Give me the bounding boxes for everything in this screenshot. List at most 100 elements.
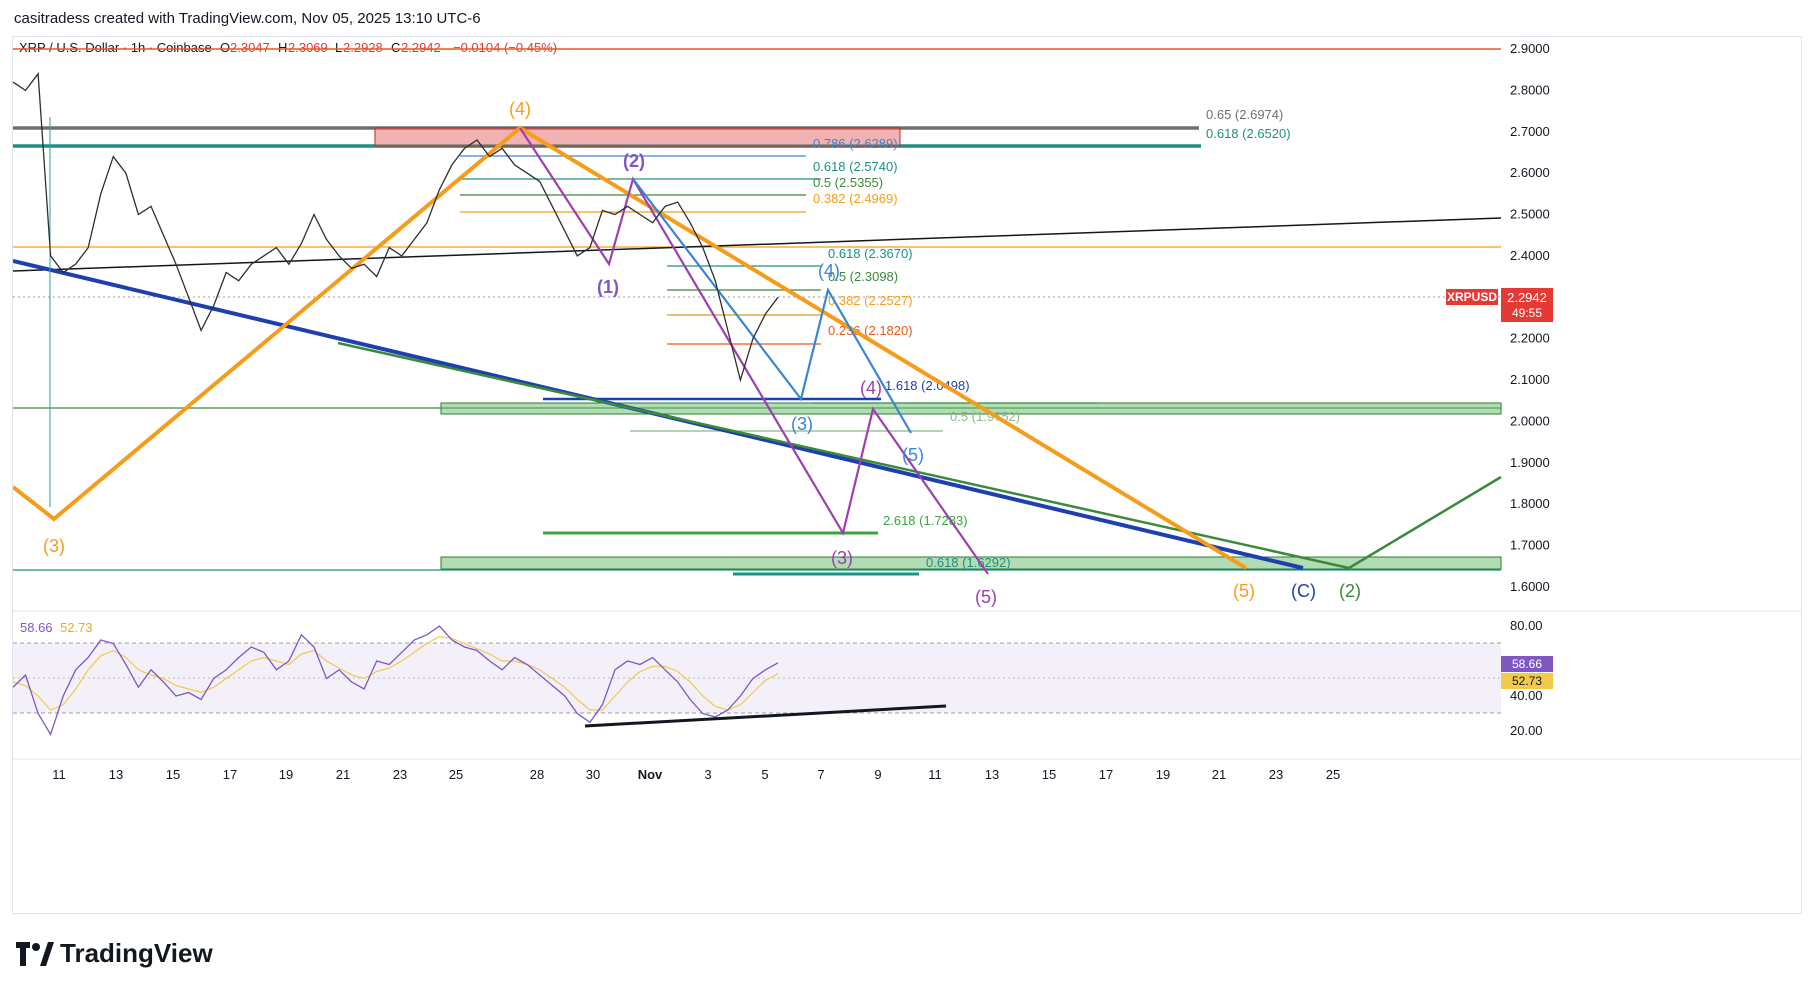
wave-label-3-orange: (3) [43,536,65,556]
fib-label-0786: 0.786 (2.6289) [813,136,898,151]
ticker-badge [1446,289,1498,305]
rsi-divergence-line [584,704,947,728]
rsi-tick-label: 20.00 [1510,723,1543,738]
time-tick-label: 15 [166,767,180,782]
wave-label-3-purple: (3) [831,548,853,568]
wave-label-3-blue: (3) [791,414,813,434]
legend-h-label: H [278,40,287,55]
tradingview-logo-icon [16,941,54,966]
price-tick-label: 2.5000 [1510,207,1550,222]
legend-c-label: C [391,40,400,55]
fib-label-05-b: 0.5 (2.3098) [828,269,898,284]
wave-label-1-purple: (1) [597,277,619,297]
purple-wave-path [519,127,989,575]
price-tick-label: 2.4000 [1510,248,1550,263]
time-tick-label: 11 [928,767,942,782]
price-tick-label: 2.7000 [1510,124,1550,139]
rsi-ma-line [13,635,779,711]
legend-c-value: 2.2942 [401,40,441,55]
time-tick-label: 25 [449,767,463,782]
last-price-text: 2.2942 [1507,290,1547,305]
fib-label-0382-a: 0.382 (2.4969) [813,191,898,206]
price-tick-label: 1.7000 [1510,538,1550,553]
wave-label-2-purple: (2) [623,151,645,171]
time-tick-label: 17 [223,767,237,782]
wave-label-c-blue: (C) [1291,581,1316,601]
time-tick-label: 21 [336,767,350,782]
fib-label-0618-c: 0.618 (2.3670) [828,246,913,261]
legend-h-value: 2.3069 [288,40,328,55]
fib-label-0618-d: 0.618 (1.6292) [926,555,1011,570]
countdown-text: 49:55 [1512,306,1542,320]
time-tick-label: 23 [393,767,407,782]
rsi-band [13,643,1501,713]
legend-o-value: 2.3047 [230,40,270,55]
time-tick-label: 30 [586,767,600,782]
wave-labels: (3) (4) (1) (2) (4) (3) (5) (4) (3) (5) … [43,99,1361,607]
fib-retracement-lines [460,155,1098,576]
fib-label-2618: 2.618 (1.7283) [883,513,968,528]
tradingview-logo[interactable]: TradingView [16,938,213,969]
legend-l-label: L [335,40,342,55]
rsi-value-badge-text: 58.66 [1512,657,1542,671]
rsi-legend-ma: 52.73 [60,620,93,635]
legend-symbol: XRP / U.S. Dollar · 1h · Coinbase [19,40,212,55]
chart-credit: casitradess created with TradingView.com… [14,10,481,27]
time-tick-label: 7 [817,767,824,782]
price-tick-label: 2.9000 [1510,41,1550,56]
time-tick-label: 13 [985,767,999,782]
price-tick-label: 2.1000 [1510,372,1550,387]
fib-label-065: 0.65 (2.6974) [1206,107,1283,122]
wave-label-4-blue: (4) [818,261,840,281]
time-tick-label: 19 [279,767,293,782]
wave-label-4-purple: (4) [860,378,882,398]
price-badge: XRPUSD 2.2942 49:55 [1446,288,1553,322]
fib-label-05-a: 0.5 (2.5355) [813,175,883,190]
price-tick-label: 2.2000 [1510,331,1550,346]
time-tick-label: 9 [874,767,881,782]
black-trendline [13,217,1502,272]
time-tick-label: 11 [52,767,66,782]
legend-l-value: 2.2928 [343,40,383,55]
fib-label-0618-b: 0.618 (2.5740) [813,159,898,174]
rsi-ma-badge-text: 52.73 [1512,674,1542,688]
rsi-tick-label: 80.00 [1510,618,1543,633]
wave-label-5-blue: (5) [902,445,924,465]
tradingview-logo-text: TradingView [60,938,213,968]
time-tick-label: 21 [1212,767,1226,782]
time-tick-label: 19 [1156,767,1170,782]
price-series-line [13,72,779,383]
ohlc-legend: XRP / U.S. Dollar · 1h · Coinbase O 2.30… [19,40,557,55]
rsi-tick-label: 40.00 [1510,688,1543,703]
legend-change: −0.0104 (−0.45%) [453,40,557,55]
price-tick-label: 2.0000 [1510,413,1550,428]
time-tick-label: 3 [704,767,711,782]
wave-label-5-orange: (5) [1233,581,1255,601]
time-tick-label: 15 [1042,767,1056,782]
price-tick-label: 1.8000 [1510,496,1550,511]
green-projection [1348,475,1502,570]
time-tick-label: 23 [1269,767,1283,782]
rsi-line [13,625,779,737]
rsi-ma-badge [1501,673,1553,689]
time-tick-label: Nov [638,767,663,782]
price-tick-label: 1.9000 [1510,455,1550,470]
fib-label-0382-b: 0.382 (2.2527) [828,293,913,308]
fib-label-0618-top: 0.618 (2.6520) [1206,126,1291,141]
fib-label-0236: 0.236 (2.1820) [828,323,913,338]
time-tick-label: 17 [1099,767,1113,782]
time-axis[interactable]: 11 13 15 17 19 21 23 25 28 30 Nov 3 5 7 9 11 13 15 17 19 21 2… [52,767,1340,782]
last-price-badge [1501,288,1553,322]
rsi-value-badge [1501,656,1553,672]
price-tick-label: 2.6000 [1510,165,1550,180]
wave-label-2-green: (2) [1339,581,1361,601]
chart-canvas[interactable]: XRP / U.S. Dollar · 1h · Coinbase O 2.30… [13,37,1801,913]
rsi-legend-value: 58.66 [20,620,53,635]
price-tick-label: 2.8000 [1510,82,1550,97]
price-tick-label: 1.6000 [1510,579,1550,594]
wave-label-5-purple: (5) [975,587,997,607]
orange-wave-path [13,125,1248,570]
time-tick-label: 28 [530,767,544,782]
time-tick-label: 5 [761,767,768,782]
